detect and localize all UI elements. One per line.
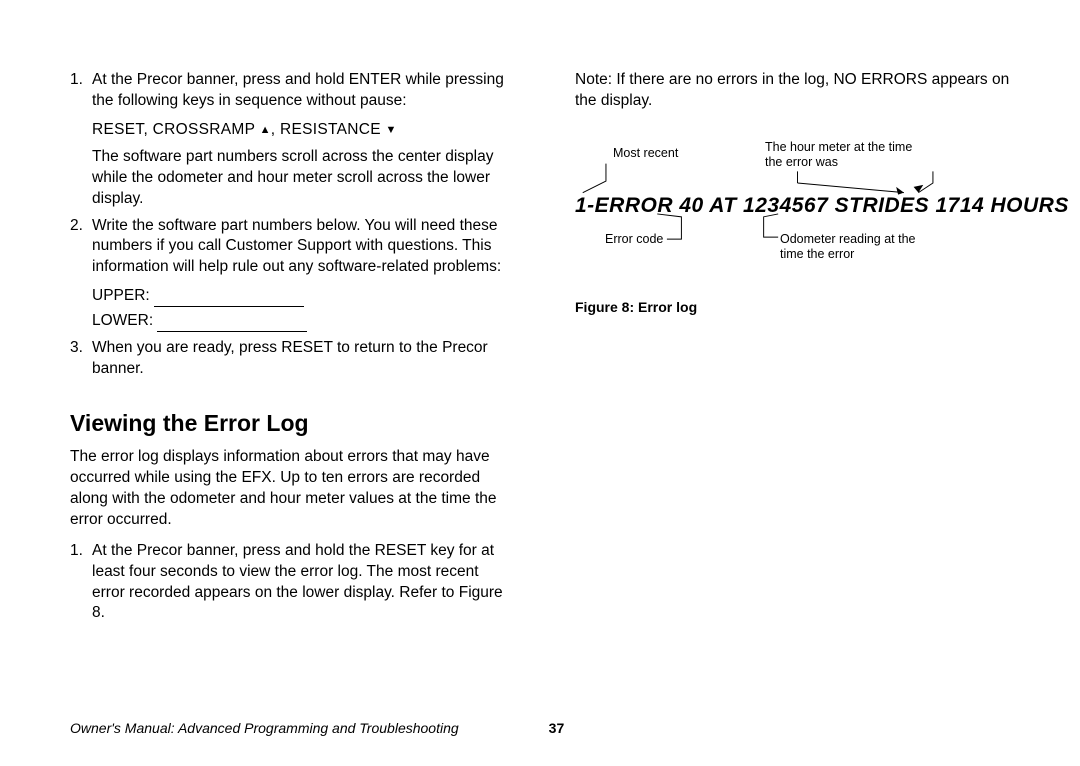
section-heading: Viewing the Error Log (70, 408, 515, 439)
page-footer: Owner's Manual: Advanced Programming and… (70, 720, 1020, 736)
software-steps-list-cont: 2. Write the software part numbers below… (70, 216, 515, 279)
error-log-steps: 1. At the Precor banner, press and hold … (70, 541, 515, 625)
footer-page-number: 37 (549, 720, 565, 736)
step-text: When you are ready, press RESET to retur… (92, 338, 515, 380)
step-text: At the Precor banner, press and hold ENT… (92, 70, 515, 112)
lower-blank-line (157, 331, 307, 332)
upper-label: UPPER: (92, 287, 150, 304)
step-number: 3. (70, 338, 92, 380)
keyseq-part-b: , RESISTANCE (271, 121, 386, 138)
step-number: 1. (70, 70, 92, 112)
log-step-1: 1. At the Precor banner, press and hold … (70, 541, 515, 625)
step-1-subtext: The software part numbers scroll across … (92, 147, 515, 210)
step-3: 3. When you are ready, press RESET to re… (70, 338, 515, 380)
step-text: At the Precor banner, press and hold the… (92, 541, 515, 625)
footer-title: Owner's Manual: Advanced Programming and… (70, 720, 459, 736)
error-display-text: 1-ERROR 40 AT 1234567 STRIDES 1714 HOURS (575, 192, 1069, 220)
software-steps-list-cont2: 3. When you are ready, press RESET to re… (70, 338, 515, 380)
step-number: 1. (70, 541, 92, 625)
triangle-up-icon (260, 121, 271, 138)
step-1: 1. At the Precor banner, press and hold … (70, 70, 515, 112)
triangle-down-icon (386, 121, 397, 138)
lower-fillin: LOWER: (92, 311, 515, 332)
left-column: 1. At the Precor banner, press and hold … (70, 70, 525, 632)
figure-8: Most recent The hour meter at the time t… (575, 132, 1020, 292)
two-column-layout: 1. At the Precor banner, press and hold … (70, 70, 1020, 632)
callout-odometer: Odometer reading at the time the error (780, 232, 940, 262)
callout-most-recent: Most recent (613, 146, 678, 161)
figure-caption: Figure 8: Error log (575, 298, 1020, 317)
note-no-errors: Note: If there are no errors in the log,… (575, 70, 1020, 112)
right-column: Note: If there are no errors in the log,… (565, 70, 1020, 632)
software-steps-list: 1. At the Precor banner, press and hold … (70, 70, 515, 112)
callout-hour-meter: The hour meter at the time the error was (765, 140, 925, 170)
lower-label: LOWER: (92, 312, 153, 329)
step-2: 2. Write the software part numbers below… (70, 216, 515, 279)
upper-fillin: UPPER: (92, 286, 515, 307)
keyseq-part-a: RESET, CROSSRAMP (92, 121, 260, 138)
error-log-intro: The error log displays information about… (70, 447, 515, 531)
step-number: 2. (70, 216, 92, 279)
upper-blank-line (154, 306, 304, 307)
step-text: Write the software part numbers below. Y… (92, 216, 515, 279)
callout-error-code: Error code (605, 232, 663, 247)
key-sequence: RESET, CROSSRAMP , RESISTANCE (92, 120, 515, 141)
